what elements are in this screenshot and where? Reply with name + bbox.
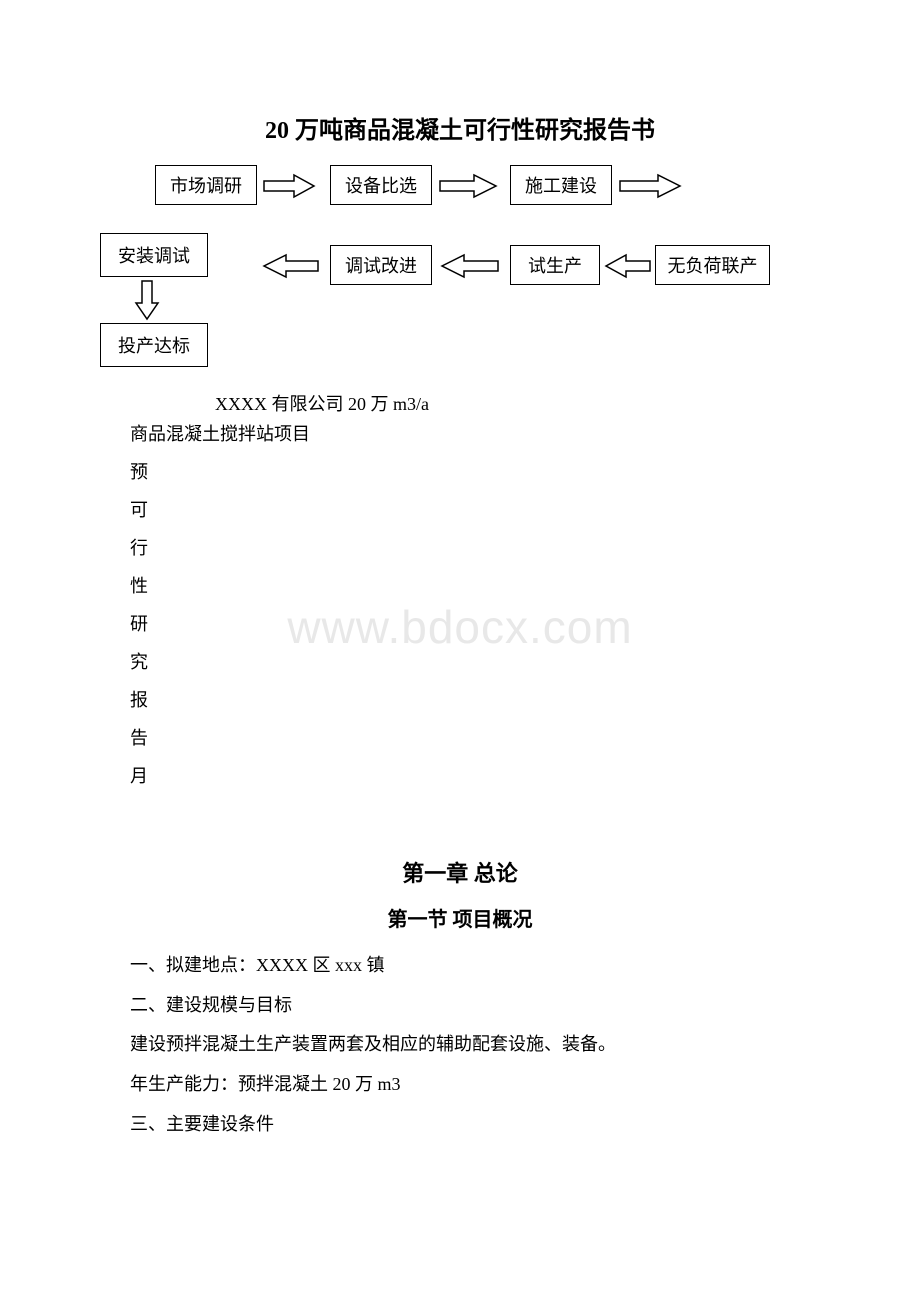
project-text: 商品混凝土搅拌站项目 (130, 416, 790, 454)
flow-node-reach-target: 投产达标 (100, 323, 208, 367)
arrow-left-icon (602, 251, 654, 281)
flow-node-construction: 施工建设 (510, 165, 612, 205)
content-line: 建设预拌混凝土生产装置两套及相应的辅助配套设施、装备。 (130, 1026, 790, 1064)
flow-node-install-debug: 安装调试 (100, 233, 208, 277)
vertical-char: 研 (130, 606, 790, 644)
flowchart-container: 市场调研 设备比选 施工建设 安装调试 调试改进 试生产 无负荷联产 投产达标 (100, 165, 790, 395)
arrow-right-icon (438, 171, 504, 201)
flow-node-market-research: 市场调研 (155, 165, 257, 205)
chapter-heading: 第一章 总论 (130, 856, 790, 888)
vertical-char: 可 (130, 492, 790, 530)
arrow-right-icon (262, 171, 322, 201)
arrow-left-icon (438, 251, 504, 281)
document-page: 20 万吨商品混凝土可行性研究报告书 市场调研 设备比选 施工建设 安装调试 调… (0, 0, 920, 1206)
vertical-title: 预 可 行 性 研 究 报 告 月 (130, 454, 790, 796)
flow-node-no-load: 无负荷联产 (655, 245, 770, 285)
vertical-char: 预 (130, 454, 790, 492)
vertical-char: 月 (130, 758, 790, 796)
flow-node-trial-production: 试生产 (510, 245, 600, 285)
vertical-char: 报 (130, 682, 790, 720)
section-heading: 第一节 项目概况 (130, 903, 790, 932)
content-line: 二、建设规模与目标 (130, 987, 790, 1025)
vertical-char: 性 (130, 568, 790, 606)
document-title: 20 万吨商品混凝土可行性研究报告书 (130, 110, 790, 145)
flow-node-equipment-select: 设备比选 (330, 165, 432, 205)
vertical-char: 行 (130, 530, 790, 568)
arrow-left-icon (260, 251, 324, 281)
arrow-right-icon (618, 171, 688, 201)
vertical-char: 究 (130, 644, 790, 682)
content-line: 年生产能力：预拌混凝土 20 万 m3 (130, 1066, 790, 1104)
content-line: 三、主要建设条件 (130, 1106, 790, 1144)
vertical-char: 告 (130, 720, 790, 758)
arrow-down-icon (132, 279, 162, 323)
content-line: 一、拟建地点：XXXX 区 xxx 镇 (130, 947, 790, 985)
flow-node-debug-improve: 调试改进 (330, 245, 432, 285)
